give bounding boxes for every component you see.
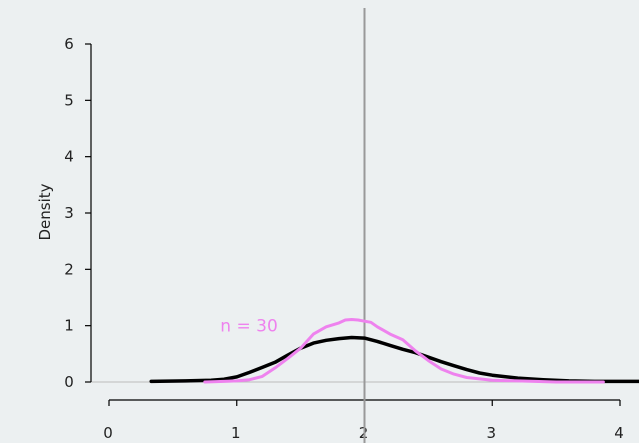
y-tick-label: 1 (64, 317, 74, 335)
density-curve-black (149, 335, 639, 384)
y-tick-label: 3 (64, 204, 74, 222)
y-axis: 0 1 2 3 4 5 6 (64, 35, 92, 391)
series-layer (149, 318, 639, 384)
y-tick-label: 5 (64, 91, 74, 109)
x-tick-label: 0 (103, 424, 113, 442)
density-curve-pink (203, 318, 605, 384)
sample-size-annotation: n = 30 (220, 317, 277, 337)
y-tick-label: 4 (64, 148, 74, 166)
y-tick-label: 0 (64, 373, 74, 391)
y-tick-label: 6 (64, 35, 74, 53)
x-tick-label: 1 (231, 424, 241, 442)
x-tick-label: 4 (614, 424, 624, 442)
y-axis-title: Density (36, 183, 54, 240)
y-tick-label: 2 (64, 260, 74, 278)
x-tick-label: 3 (486, 424, 496, 442)
